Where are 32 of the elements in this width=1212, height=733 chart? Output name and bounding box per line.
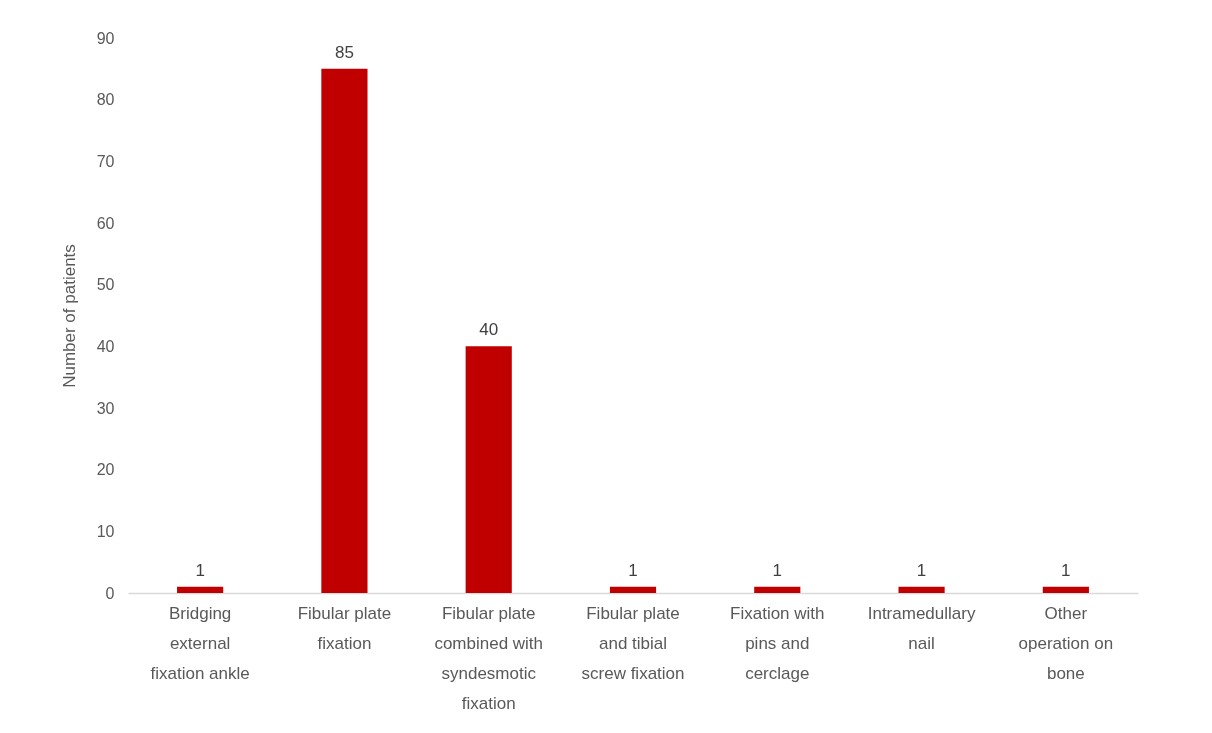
x-tick-label: Intramedullary nail: [867, 603, 976, 653]
bar: [321, 68, 368, 593]
bar: [898, 586, 945, 593]
y-tick-label: 40: [96, 337, 115, 355]
y-tick-label: 90: [96, 29, 115, 47]
y-tick-label: 50: [96, 276, 115, 294]
x-tick-label: Other operation on bone: [1018, 603, 1114, 683]
data-label: 1: [916, 560, 927, 580]
y-tick-label: 70: [96, 152, 115, 170]
x-tick-label: Fibular plate and tibial screw fixation: [581, 603, 685, 683]
y-tick-label: 80: [96, 91, 115, 109]
y-tick-label: 20: [96, 461, 115, 479]
y-tick-label: 10: [96, 522, 115, 540]
x-tick-label: Fibular plate combined with syndesmotic fixation: [434, 603, 544, 713]
x-tick-label: Bridging external fixation ankle: [150, 603, 250, 683]
bar: [1042, 586, 1089, 593]
data-label: 1: [1061, 560, 1071, 580]
bar: [754, 586, 801, 593]
data-label: 40: [479, 320, 499, 340]
y-tick-label: 30: [96, 399, 115, 417]
data-label: 85: [334, 42, 354, 62]
bar: [465, 346, 512, 593]
data-label: 1: [628, 560, 638, 580]
x-tick-label: Fixation with pins and cerclage: [730, 603, 825, 683]
bar: [177, 586, 224, 593]
y-axis-title: Number of patients: [59, 244, 79, 388]
data-label: 1: [772, 560, 783, 580]
bar: [609, 586, 657, 593]
y-tick-label: 0: [105, 584, 115, 602]
data-label: 1: [195, 560, 205, 580]
y-tick-label: 60: [96, 214, 115, 232]
x-tick-label: Fibular plate fixation: [297, 603, 392, 653]
